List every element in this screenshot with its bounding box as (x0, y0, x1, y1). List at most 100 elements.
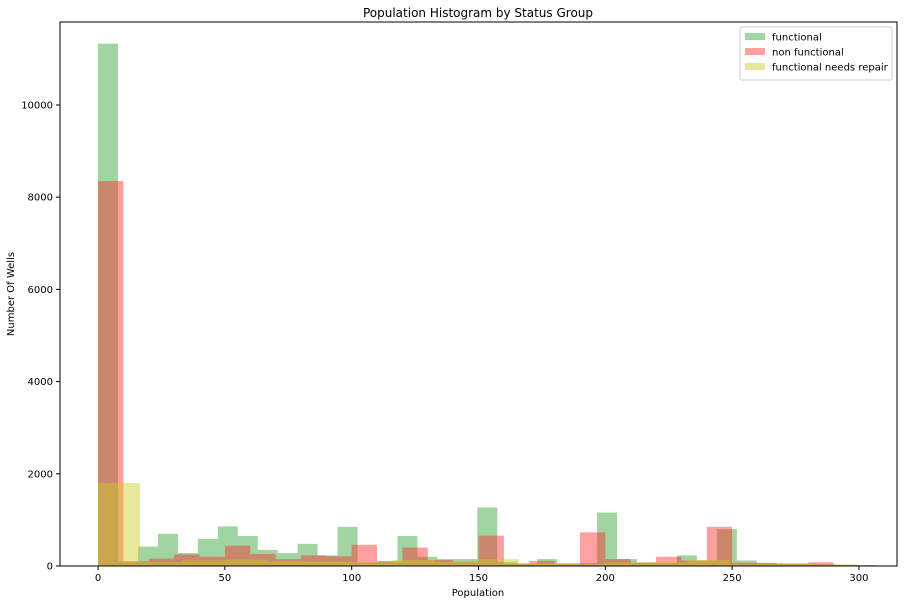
y-axis: 0 2000 4000 6000 8000 10000 (21, 100, 60, 573)
histogram-bar (392, 560, 435, 566)
histogram-bar (98, 43, 119, 567)
histogram-bar (732, 562, 758, 566)
x-tick-label: 100 (342, 573, 361, 584)
histogram-bar (676, 555, 697, 566)
histogram-bar (497, 561, 518, 566)
histogram-bar (577, 563, 598, 566)
histogram-bar (377, 560, 398, 566)
histogram-bar (554, 564, 580, 566)
x-tick-label: 200 (596, 573, 615, 584)
legend: functional non functional functional needs… (739, 26, 893, 81)
histogram-bar (716, 529, 737, 566)
histogram-bar (503, 563, 530, 566)
histogram-bar (224, 545, 251, 566)
histogram-bar (796, 563, 817, 566)
series-0 (98, 43, 877, 567)
histogram-bar (437, 559, 458, 566)
histogram-bar (351, 544, 378, 566)
histogram-bar (603, 562, 646, 566)
histogram-bar (250, 554, 276, 566)
histogram-bar (157, 533, 178, 566)
histogram-bar (174, 554, 200, 566)
legend-swatch (745, 33, 765, 40)
y-axis-title: Number Of Wells (6, 252, 17, 336)
y-tick-label: 4000 (28, 377, 53, 388)
legend-label: functional (772, 33, 822, 44)
histogram-bar (199, 556, 225, 566)
x-tick-label: 300 (849, 573, 868, 584)
histogram-bar (118, 561, 138, 566)
legend-swatch (745, 48, 765, 55)
histogram-bar (605, 559, 631, 566)
x-tick-label: 150 (469, 573, 488, 584)
histogram-bar (257, 549, 278, 566)
histogram-bar (517, 563, 538, 566)
histogram-bar (813, 564, 856, 566)
histogram-bar (148, 558, 175, 566)
histogram-bar (776, 563, 797, 566)
histogram-bar (757, 563, 783, 566)
histogram-bar (357, 562, 378, 566)
histogram-bar (177, 553, 198, 566)
histogram-bar (300, 555, 327, 566)
histogram-bar (350, 562, 393, 566)
histogram-bar (771, 563, 814, 566)
histogram-bar (597, 512, 618, 566)
histogram-bar (477, 507, 498, 566)
histogram-bar (645, 562, 688, 566)
histogram-bar (579, 532, 606, 566)
y-tick-label: 2000 (28, 469, 53, 480)
histogram-bar (808, 562, 834, 566)
histogram-bar (224, 559, 267, 566)
y-tick-label: 6000 (28, 285, 53, 296)
histogram-bar (237, 536, 258, 566)
x-axis-title: Population (452, 588, 505, 599)
histogram-bar (529, 560, 555, 566)
histogram-bar (476, 559, 520, 566)
legend-label: functional needs repair (772, 63, 889, 74)
histogram-bar (275, 559, 301, 566)
histogram-bar (537, 559, 558, 566)
histogram-bar (519, 563, 562, 566)
histogram-bar (729, 563, 772, 566)
histogram-bar (696, 560, 717, 566)
x-tick-label: 250 (723, 573, 742, 584)
histogram-bar (417, 556, 438, 566)
histogram-bar (182, 560, 225, 566)
histogram-bar (617, 559, 637, 566)
histogram-bar (98, 483, 141, 566)
histogram-bar (397, 536, 418, 566)
histogram-bar (636, 562, 657, 566)
histogram-bar (557, 563, 578, 566)
y-tick-label: 8000 (28, 193, 53, 204)
legend-box (739, 26, 893, 81)
histogram-bar (453, 561, 479, 566)
histogram-bar (98, 181, 124, 566)
histogram-bar (427, 560, 454, 566)
chart-title: Population Histogram by Status Group (363, 6, 593, 20)
histogram-bar (706, 526, 733, 566)
histogram-bar (197, 538, 218, 566)
histogram-bar (836, 564, 857, 566)
histogram-bar (137, 546, 158, 566)
histogram-bar (478, 535, 504, 566)
x-tick-label: 50 (218, 573, 231, 584)
plot-area (98, 43, 877, 567)
histogram-bar (457, 559, 478, 566)
histogram-bar (140, 562, 183, 566)
legend-label: non functional (772, 48, 844, 59)
histogram-bar (756, 562, 777, 566)
series-2 (98, 483, 856, 566)
legend-swatch (745, 63, 765, 70)
histogram-bar (266, 560, 309, 566)
histogram-bar (123, 561, 149, 566)
histogram-bar (317, 555, 338, 566)
histogram-bar (326, 556, 352, 566)
histogram-bar (782, 563, 809, 566)
x-axis: 0 50 100 150 200 250 300 (95, 566, 869, 584)
histogram-bar (402, 547, 428, 566)
histogram-bar (681, 560, 707, 566)
histogram-bar (736, 560, 757, 566)
